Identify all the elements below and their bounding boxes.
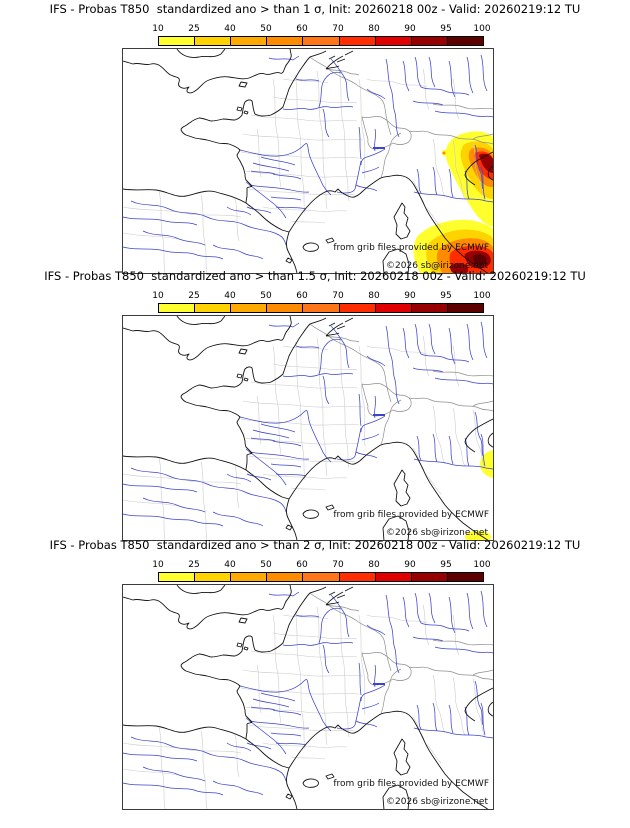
panel-2-sigma: IFS - Probas T850 standardized ano > tha… xyxy=(0,538,630,810)
colorbar-segment xyxy=(303,304,340,312)
colorbar-tick-label: 100 xyxy=(473,291,491,301)
colorbar-tick-label: 50 xyxy=(260,24,272,34)
grib-credit-text: from grib files provided by ECMWF xyxy=(333,510,489,520)
colorbar-tick-label: 80 xyxy=(368,24,380,34)
colorbar-tick-label: 70 xyxy=(332,560,344,570)
colorbar-segment xyxy=(267,304,304,312)
copyright-text: ©2026 sb@irizone.net xyxy=(386,797,488,807)
colorbar-tick-label: 40 xyxy=(224,24,236,34)
colorbar-tick-row: 10 25 40 50 60 70 80 90 95 100 xyxy=(152,291,490,302)
colorbar-tick-label: 90 xyxy=(404,560,416,570)
colorbar-tick-label: 100 xyxy=(473,24,491,34)
colorbar-segment xyxy=(195,37,232,45)
colorbar-segment xyxy=(303,37,340,45)
colorbar-segment xyxy=(411,573,448,581)
colorbar-segment xyxy=(231,573,268,581)
colorbar-segment xyxy=(195,304,232,312)
copyright-text: ©2026 sb@irizone.net xyxy=(386,261,488,271)
colorbar: 10 25 40 50 60 70 80 90 95 100 xyxy=(152,291,491,315)
colorbar-tick-label: 10 xyxy=(152,560,164,570)
colorbar-tick-label: 50 xyxy=(260,560,272,570)
panel-title: IFS - Probas T850 standardized ano > tha… xyxy=(49,538,581,552)
colorbar-segment xyxy=(447,304,483,312)
colorbar-tick-row: 10 25 40 50 60 70 80 90 95 100 xyxy=(152,24,490,35)
colorbar-tick-label: 60 xyxy=(296,24,308,34)
colorbar-segments xyxy=(158,36,484,46)
colorbar-segment xyxy=(447,573,483,581)
colorbar-segment xyxy=(339,37,376,45)
colorbar-tick-label: 100 xyxy=(473,560,491,570)
colorbar-segment xyxy=(159,573,196,581)
colorbar-tick-label: 60 xyxy=(296,560,308,570)
colorbar-tick-label: 40 xyxy=(224,560,236,570)
colorbar-segment xyxy=(375,37,412,45)
colorbar-tick-label: 10 xyxy=(152,291,164,301)
map-france-2-sigma: from grib files provided by ECMWF ©2026 … xyxy=(122,584,494,810)
colorbar-tick-label: 80 xyxy=(368,291,380,301)
colorbar-segment xyxy=(411,37,448,45)
colorbar-segment xyxy=(195,573,232,581)
colorbar-segment xyxy=(159,304,196,312)
colorbar-segment xyxy=(159,37,196,45)
colorbar-tick-label: 60 xyxy=(296,291,308,301)
colorbar-tick-label: 25 xyxy=(188,24,200,34)
colorbar: 10 25 40 50 60 70 80 90 95 100 xyxy=(152,24,491,48)
colorbar: 10 25 40 50 60 70 80 90 95 100 xyxy=(152,560,491,584)
colorbar-segments xyxy=(158,572,484,582)
colorbar-segment xyxy=(339,573,376,581)
colorbar-segment xyxy=(267,37,304,45)
probability-shading xyxy=(465,450,493,540)
colorbar-segment xyxy=(267,573,304,581)
grib-credit-text: from grib files provided by ECMWF xyxy=(333,243,489,253)
colorbar-segment xyxy=(375,573,412,581)
colorbar-segment xyxy=(231,304,268,312)
panel-title: IFS - Probas T850 standardized ano > tha… xyxy=(44,269,586,283)
colorbar-tick-label: 10 xyxy=(152,24,164,34)
colorbar-tick-label: 40 xyxy=(224,291,236,301)
colorbar-segment xyxy=(339,304,376,312)
colorbar-tick-row: 10 25 40 50 60 70 80 90 95 100 xyxy=(152,560,490,571)
colorbar-segment xyxy=(303,573,340,581)
colorbar-tick-label: 90 xyxy=(404,291,416,301)
map-france-1-5-sigma: from grib files provided by ECMWF ©2026 … xyxy=(122,315,494,541)
colorbar-tick-label: 70 xyxy=(332,24,344,34)
map-france-1-sigma: from grib files provided by ECMWF ©2026 … xyxy=(122,48,494,274)
colorbar-tick-label: 70 xyxy=(332,291,344,301)
copyright-text: ©2026 sb@irizone.net xyxy=(386,528,488,538)
colorbar-segment xyxy=(447,37,483,45)
colorbar-tick-label: 80 xyxy=(368,560,380,570)
colorbar-tick-label: 95 xyxy=(440,291,452,301)
panel-1-sigma: IFS - Probas T850 standardized ano > tha… xyxy=(0,2,630,274)
colorbar-segment xyxy=(231,37,268,45)
panel-title: IFS - Probas T850 standardized ano > tha… xyxy=(49,2,581,16)
colorbar-tick-label: 90 xyxy=(404,24,416,34)
colorbar-tick-label: 25 xyxy=(188,560,200,570)
colorbar-segments xyxy=(158,303,484,313)
colorbar-tick-label: 95 xyxy=(440,560,452,570)
panel-1-5-sigma: IFS - Probas T850 standardized ano > tha… xyxy=(0,269,630,541)
colorbar-tick-label: 50 xyxy=(260,291,272,301)
colorbar-tick-label: 95 xyxy=(440,24,452,34)
colorbar-segment xyxy=(375,304,412,312)
grib-credit-text: from grib files provided by ECMWF xyxy=(333,779,489,789)
colorbar-tick-label: 25 xyxy=(188,291,200,301)
colorbar-segment xyxy=(411,304,448,312)
